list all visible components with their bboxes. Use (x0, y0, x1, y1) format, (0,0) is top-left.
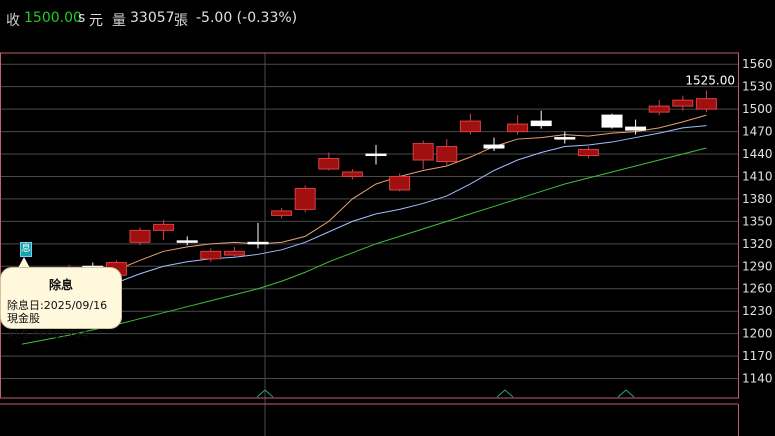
ma-long-line (21, 147, 707, 345)
candle-body (625, 126, 647, 131)
candle[interactable] (625, 119, 647, 135)
candle[interactable] (365, 145, 387, 165)
chart-border (0, 52, 739, 399)
candle-body (436, 146, 458, 163)
y-tick-label: 1290 (742, 259, 773, 273)
candle-body (129, 229, 151, 243)
event-marker-icon (256, 389, 274, 398)
candle-body (530, 120, 552, 127)
candle[interactable] (412, 140, 434, 169)
candle-body (672, 99, 694, 107)
y-tick-label: 1200 (742, 327, 773, 341)
candle-body (153, 223, 175, 231)
candle-body (341, 171, 363, 177)
candle[interactable] (695, 90, 717, 113)
max-price-label: 1525.00 (685, 73, 735, 87)
close-label: 收 (6, 13, 20, 29)
candle[interactable] (176, 236, 198, 246)
volume-value: 33057 (130, 10, 175, 26)
candle[interactable] (223, 246, 245, 258)
close-value: 1500.00 (24, 10, 82, 26)
price-change: -5.00 (-0.33%) (196, 10, 298, 26)
dividend-tooltip: 除息 除息日:2025/09/16 現金股利:5.00001754 (0, 267, 122, 341)
candle[interactable] (483, 137, 505, 152)
moving-averages (21, 114, 707, 345)
candle[interactable] (341, 168, 363, 180)
candle-body (695, 98, 717, 110)
y-tick-label: 1350 (742, 214, 773, 228)
dividend-badge-icon[interactable]: 息 (20, 242, 32, 257)
candle-body (271, 210, 293, 216)
y-tick-label: 1320 (742, 237, 773, 251)
candles[interactable]: 1525.00 (11, 73, 735, 285)
chart-frame (0, 52, 739, 436)
candle[interactable] (200, 248, 222, 262)
candle[interactable] (389, 173, 411, 192)
y-tick-label: 1500 (742, 102, 773, 116)
y-tick-label: 1230 (742, 304, 773, 318)
candle-body (648, 105, 670, 113)
candle-body (459, 120, 481, 133)
candle-body (176, 240, 198, 243)
y-tick-label: 1170 (742, 349, 773, 363)
y-tick-label: 1440 (742, 147, 773, 161)
candle-body (223, 250, 245, 256)
tooltip-dividend: 現金股利:5.00001754 (7, 312, 89, 341)
ma-mid-line (21, 125, 707, 301)
candle-body (318, 158, 340, 170)
candle-body (294, 187, 316, 210)
candle-body (554, 137, 576, 140)
close-suffix: s (78, 10, 86, 26)
candle[interactable] (247, 222, 269, 249)
candle-body (247, 241, 269, 245)
y-tick-label: 1530 (742, 80, 773, 94)
y-tick-label: 1260 (742, 282, 773, 296)
y-tick-label: 1560 (742, 57, 773, 71)
candle-body (365, 153, 387, 157)
volume-label: 量 (112, 13, 126, 29)
candle[interactable] (129, 227, 151, 246)
tooltip-date: 除息日:2025/09/16 (7, 299, 108, 312)
candle[interactable] (648, 100, 670, 116)
candle-body (412, 143, 434, 161)
y-axis-labels: 1140 1170 1200 1230 1260 1290 1320 1350 1380 1410… (742, 57, 773, 385)
volume-unit: 張 (174, 13, 188, 29)
candle[interactable] (294, 185, 316, 213)
ma-short-line (21, 114, 707, 282)
y-tick-label: 1470 (742, 125, 773, 139)
candle-body (601, 114, 623, 128)
candle[interactable] (507, 115, 529, 135)
candle-body (389, 175, 411, 191)
candle[interactable] (601, 113, 623, 129)
candle-body (577, 149, 599, 157)
chart-grid (0, 53, 738, 436)
tooltip-title: 除息 (48, 278, 73, 292)
y-tick-label: 1380 (742, 192, 773, 206)
tooltip-pointer (18, 257, 30, 268)
candle[interactable] (577, 146, 599, 159)
event-marker-icon (496, 389, 514, 398)
candle-body (483, 144, 505, 149)
candle-body (200, 250, 222, 260)
candle[interactable] (459, 113, 481, 135)
candle[interactable] (554, 131, 576, 144)
y-tick-label: 1410 (742, 169, 773, 183)
y-tick-label: 1140 (742, 372, 773, 386)
quote-header: 收 1500.00 s 元 量 33057 張 -5.00 (-0.33%) (0, 0, 775, 40)
candle[interactable] (271, 207, 293, 219)
candle[interactable] (672, 95, 694, 111)
candle[interactable] (318, 152, 340, 171)
event-marker-icon (617, 389, 635, 398)
candle-body (507, 123, 529, 133)
candle[interactable] (530, 110, 552, 129)
candle[interactable] (153, 219, 175, 241)
candle[interactable] (436, 139, 458, 166)
price-unit: 元 (89, 13, 103, 29)
